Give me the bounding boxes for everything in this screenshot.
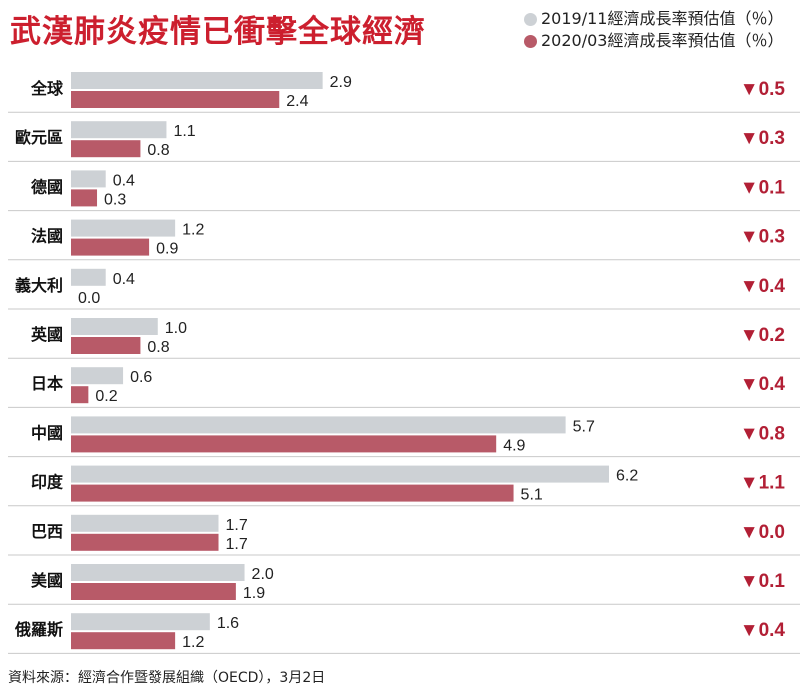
category-label: 印度 [31, 473, 64, 492]
bar-2020 [71, 583, 236, 600]
bar-2020 [71, 435, 497, 453]
bar-2020 [71, 632, 176, 650]
bar-2019 [71, 318, 158, 335]
value-label-2019: 0.4 [113, 271, 135, 288]
value-label-2019: 0.4 [113, 172, 135, 189]
bar-2020 [71, 238, 150, 256]
category-label: 法國 [31, 227, 63, 246]
legend-item-2019: 2019/11經濟成長率預估值（％） [524, 8, 783, 30]
bar-2019 [71, 514, 219, 532]
change-label: ▼0.4 [740, 276, 786, 297]
legend-item-2020: 2020/03經濟成長率預估值（％） [524, 30, 783, 52]
value-label-2020: 0.8 [147, 339, 169, 356]
value-label-2019: 2.9 [330, 74, 352, 91]
change-label: ▼0.3 [740, 227, 785, 248]
change-label: ▼0.8 [740, 423, 785, 444]
value-label-2020: 0.8 [147, 142, 169, 159]
change-label: ▼1.1 [740, 473, 786, 494]
category-label: 歐元區 [15, 128, 63, 147]
category-label: 巴西 [31, 522, 63, 541]
value-label-2020: 1.7 [226, 536, 248, 553]
value-label-2019: 5.7 [573, 418, 595, 435]
value-label-2020: 1.2 [182, 634, 204, 651]
legend: 2019/11經濟成長率預估值（％） 2020/03經濟成長率預估值（％） [524, 8, 783, 52]
value-label-2019: 1.6 [217, 615, 239, 632]
bar-2019 [71, 564, 245, 581]
bar-2019 [71, 170, 106, 188]
bar-2020 [71, 386, 89, 404]
bar-2020 [71, 91, 280, 108]
bar-2020 [71, 337, 141, 354]
bar-2020 [71, 533, 219, 551]
change-label: ▼0.1 [740, 177, 786, 198]
category-label: 俄羅斯 [14, 620, 63, 639]
legend-label-2019: 2019/11經濟成長率預估值（％） [541, 9, 784, 28]
value-label-2019: 1.7 [226, 517, 248, 534]
value-label-2020: 0.3 [104, 191, 126, 208]
value-label-2020: 0.2 [95, 388, 117, 405]
change-label: ▼0.5 [740, 79, 786, 100]
change-label: ▼0.1 [740, 571, 786, 592]
value-label-2020: 0.0 [78, 290, 100, 307]
category-label: 義大利 [15, 276, 63, 295]
category-label: 美國 [31, 571, 63, 590]
bar-2019 [71, 268, 106, 286]
category-label: 中國 [31, 423, 63, 442]
value-label-2019: 1.2 [182, 222, 204, 239]
category-label: 全球 [30, 79, 64, 98]
change-label: ▼0.4 [740, 620, 786, 641]
bar-2019 [71, 72, 323, 89]
bar-2019 [71, 613, 210, 631]
legend-swatch-2019 [524, 12, 537, 26]
category-label: 德國 [31, 177, 63, 196]
bar-2019 [71, 367, 124, 385]
source-note: 資料來源：經濟合作暨發展組織（OECD），3月2日 [8, 670, 326, 686]
bar-2019 [71, 121, 167, 139]
value-label-2019: 1.1 [173, 123, 195, 140]
category-label: 英國 [30, 325, 63, 344]
bar-2020 [71, 484, 514, 502]
legend-label-2020: 2020/03經濟成長率預估值（％） [541, 31, 784, 50]
change-label: ▼0.4 [740, 374, 786, 395]
legend-swatch-2020 [524, 34, 537, 48]
change-label: ▼0.0 [740, 522, 785, 543]
value-label-2020: 5.1 [521, 487, 543, 504]
value-label-2020: 2.4 [286, 93, 308, 110]
value-label-2019: 2.0 [252, 566, 274, 583]
bar-2020 [71, 140, 141, 158]
value-label-2020: 1.9 [243, 585, 265, 602]
change-label: ▼0.2 [740, 325, 785, 346]
value-label-2019: 6.2 [616, 468, 638, 485]
bar-2020 [71, 189, 98, 207]
change-label: ▼0.3 [740, 128, 785, 149]
category-label: 日本 [31, 374, 63, 393]
value-label-2020: 0.9 [156, 241, 178, 258]
value-label-2019: 0.6 [130, 369, 152, 386]
bar-2019 [71, 465, 609, 483]
bar-2019 [71, 219, 176, 237]
value-label-2019: 1.0 [165, 320, 187, 337]
value-label-2020: 4.9 [503, 437, 525, 454]
bar-2019 [71, 416, 566, 434]
chart-title: 武漢肺炎疫情已衝擊全球經濟 [10, 14, 426, 50]
